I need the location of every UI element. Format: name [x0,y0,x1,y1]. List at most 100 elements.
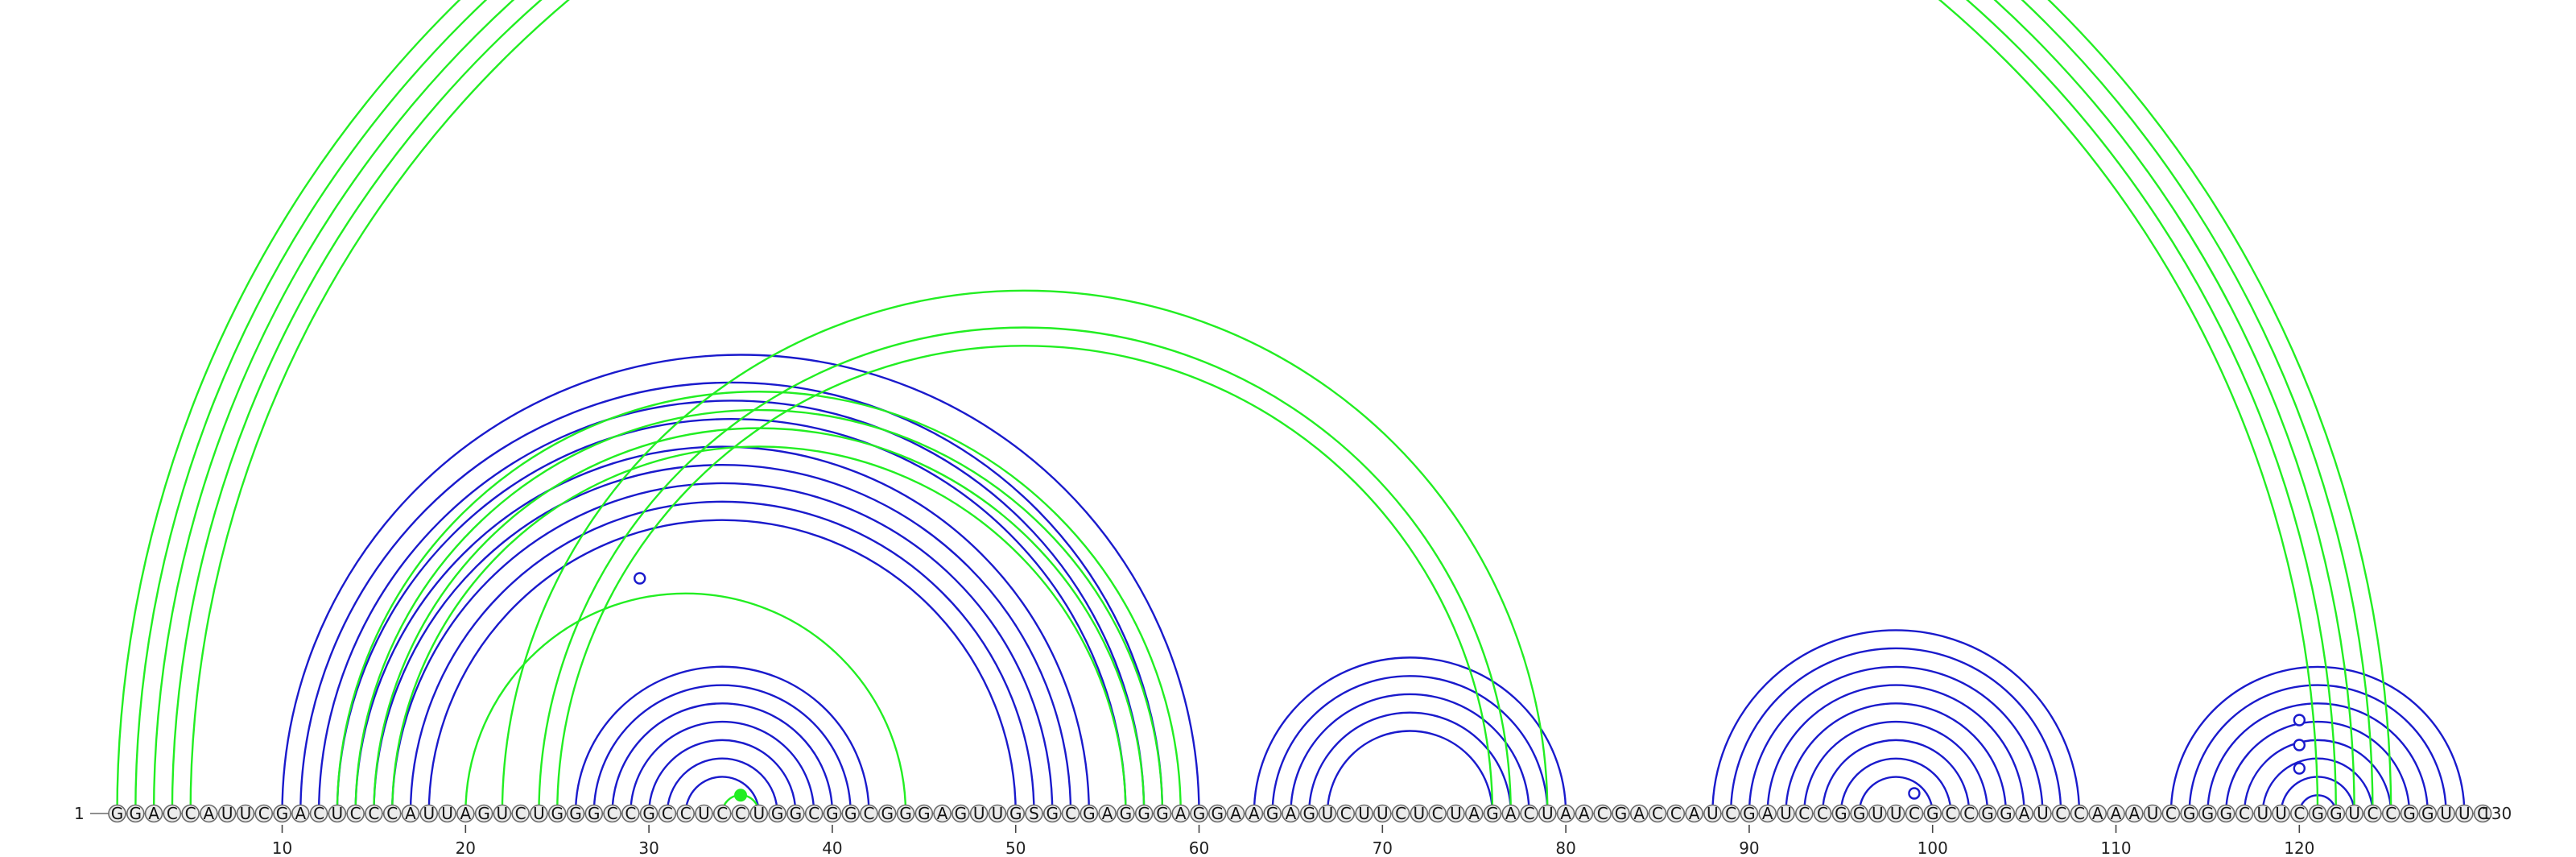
nucleotide-letter: C [386,804,398,823]
nucleotide-circle [639,804,658,823]
tick-label: 30 [638,838,658,857]
nucleotide-circle [1410,804,1429,823]
green-arc [152,0,2355,814]
nucleotide-letter: U [753,804,765,823]
nucleotide-letter: A [2111,804,2122,823]
nucleotide-letter: C [1652,804,1663,823]
nucleotide-letter: G [1615,804,1628,823]
green-arc [556,344,1494,814]
nucleotide-letter: C [1963,804,1975,823]
nucleotide-circle [1006,804,1026,823]
blue-marker [2293,714,2306,727]
nucleotide-letter: A [405,804,416,823]
nucleotide-letter: A [1560,804,1571,823]
nucleotide-circle [1777,804,1795,823]
nucleotide-circle [952,804,970,823]
nucleotide-letter: C [716,804,728,823]
nucleotide-circle [1171,804,1191,823]
nucleotide-circle [2216,804,2235,823]
nucleotide-letter: U [497,804,509,823]
nucleotide-circle [181,804,200,823]
nucleotide-circle [365,804,383,823]
nucleotide-letter: U [1707,804,1719,823]
blue-arc [1821,739,1971,814]
nucleotide-letter: A [460,804,471,823]
nucleotide-circle [1923,804,1942,823]
nucleotide-letter: G [1137,804,1150,823]
nucleotide-letter: G [1046,804,1059,823]
nucleotide-letter: C [1340,804,1352,823]
nucleotide-circle [2308,804,2327,823]
nucleotide-letter: G [1853,804,1866,823]
nucleotide-circle [1538,804,1557,823]
nucleotide-circle [2272,804,2290,823]
green-arc [501,289,1549,814]
tick-label: 120 [2284,838,2314,857]
nucleotide-circle [2363,804,2382,823]
nucleotide-letter: A [2128,804,2140,823]
green-marker [734,789,748,802]
tick-label: 100 [1918,838,1948,857]
nucleotide-circle [676,804,695,823]
green-arc [171,0,2338,814]
blue-arc [299,381,1164,814]
nucleotide-circle [273,804,291,823]
markers-layer [634,572,2306,802]
nucleotide-letter: U [221,804,233,823]
nucleotide-circle [1336,804,1356,823]
nucleotide-letter: A [1505,804,1517,823]
nucleotide-letter: C [167,804,178,823]
green-arc [116,0,2392,814]
nucleotide-letter: S [1029,804,1039,823]
blue-arc [1711,629,2081,814]
nucleotide-letter: C [2165,804,2177,823]
nucleotide-circle [291,804,310,823]
nucleotide-circle [841,804,860,823]
nucleotide-circle [2473,804,2492,823]
tick-label: 40 [822,838,842,857]
nucleotide-circle [1978,804,1997,823]
nucleotide-circle [530,804,548,823]
nucleotide-circle [1373,804,1392,823]
end-label: 130 [2481,804,2512,823]
nucleotide-circle [1556,804,1575,823]
nucleotide-circle [328,804,347,823]
nucleotide-letter: C [1395,804,1406,823]
nucleotide-letter: G [2219,804,2232,823]
blue-arc [427,519,1017,814]
nucleotide-circle [1996,804,2016,823]
nucleotide-letter: G [477,804,490,823]
nucleotide-letter: G [1156,804,1169,823]
nucleotide-circle [438,804,456,823]
nucleotide-circle [2418,804,2438,823]
blue-arc [1785,702,2008,814]
blue-arc [1803,720,1989,814]
nucleotide-letter: A [2019,804,2030,823]
tick-label: 80 [1555,838,1575,857]
nucleotide-circle [1318,804,1337,823]
nucleotide-letter: U [240,804,252,823]
nucleotide-letter: G [1212,804,1224,823]
nucleotide-letter: C [1946,804,1957,823]
nucleotide-circle [1483,804,1502,823]
nucleotide-circle [2253,804,2273,823]
nucleotide-letter: U [1542,804,1554,823]
nucleotide-circle [511,804,530,823]
nucleotide-letter: A [1102,804,1113,823]
nucleotide-circle [2161,804,2181,823]
nucleotide-circle [786,804,805,823]
blue-arc [281,354,1200,814]
nucleotide-letter: G [955,804,968,823]
nucleotide-letter: U [973,804,985,823]
nucleotide-letter: C [680,804,691,823]
nucleotide-circle [2125,804,2144,823]
nucleotide-circle [2437,804,2455,823]
nucleotide-letter: G [1486,804,1499,823]
blue-marker [634,572,646,585]
nucleotide-letter: C [2477,804,2488,823]
blue-arc [354,445,1091,814]
nucleotide-letter: C [515,804,526,823]
nucleotide-circle [456,804,475,823]
nucleotide-letter: G [1302,804,1315,823]
